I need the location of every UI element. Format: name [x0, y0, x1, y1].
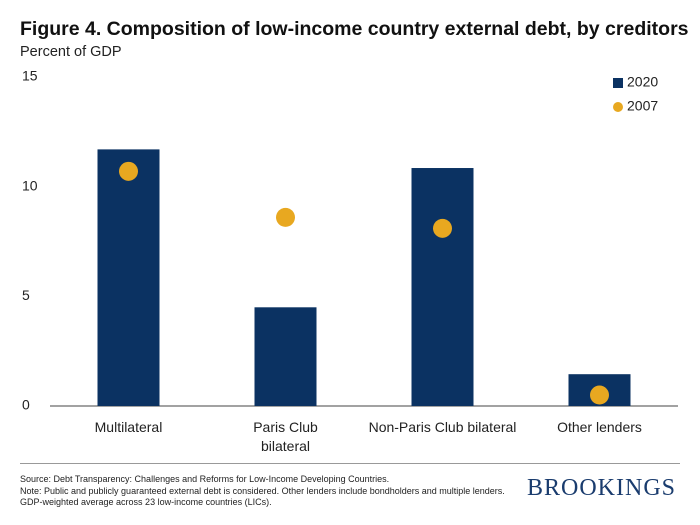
y-tick-label: 5 — [22, 287, 30, 303]
source: Source: Debt Transparency: Challenges an… — [20, 474, 390, 484]
dot — [119, 161, 138, 181]
x-tick-label: Paris Club bilateral — [253, 419, 318, 454]
logo: BROOKINGS — [527, 475, 677, 501]
legend-swatch — [613, 78, 623, 88]
chart-subtitle: Percent of GDP — [20, 44, 122, 60]
note: Note: Public and publicly guaranteed ext… — [20, 485, 505, 508]
legend-label: 2020 — [627, 74, 658, 90]
chart-title: Figure 4. Composition of low-income coun… — [20, 18, 689, 40]
dot — [276, 207, 295, 227]
x-tick-label: Other lenders — [557, 419, 642, 435]
bar — [97, 149, 160, 406]
x-tick-label: Non-Paris Club bilateral — [368, 419, 517, 435]
y-tick-label: 15 — [22, 68, 38, 84]
separator — [20, 463, 680, 464]
legend-swatch — [613, 102, 623, 112]
dot — [590, 385, 609, 405]
bar — [254, 307, 317, 406]
dot — [433, 218, 452, 238]
footnotes: Source: Debt Transparency: Challenges an… — [20, 474, 510, 509]
y-tick-label: 10 — [22, 177, 38, 193]
legend-label: 2007 — [627, 98, 658, 114]
x-tick-label: Multilateral — [94, 419, 163, 435]
y-tick-label: 0 — [22, 397, 30, 413]
bar — [411, 168, 474, 406]
